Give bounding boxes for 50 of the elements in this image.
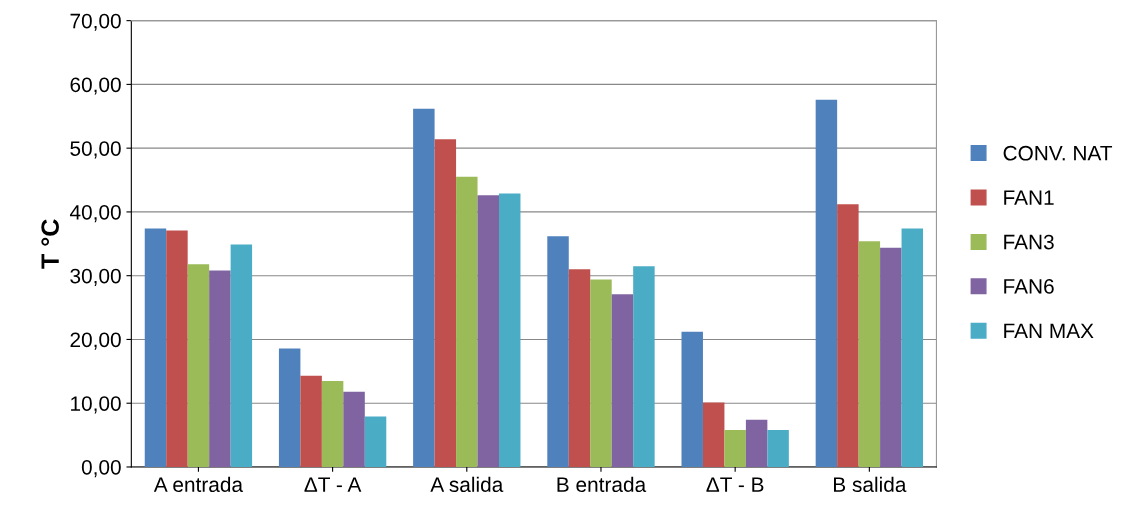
- bar: [611, 294, 634, 467]
- bar: [144, 228, 167, 467]
- bar: [343, 391, 365, 467]
- bar: [702, 402, 725, 467]
- legend-label: FAN MAX: [1004, 323, 1094, 339]
- bar: [364, 416, 387, 467]
- y-tick-label: 20,00: [70, 332, 121, 350]
- bar: [745, 419, 768, 467]
- bar: [321, 380, 344, 467]
- y-tick-label: 30,00: [70, 268, 121, 286]
- bar: [633, 266, 655, 467]
- bar: [681, 331, 703, 467]
- bar: [187, 264, 210, 467]
- bar: [767, 430, 789, 467]
- bar: [590, 279, 612, 467]
- bar: [815, 99, 838, 467]
- x-tick-label: A salida: [430, 476, 504, 492]
- y-tick-label: 0,00: [81, 459, 121, 478]
- x-tick-label: ΔT - A: [304, 477, 362, 492]
- bar: [880, 247, 902, 467]
- y-axis-title: T °C: [41, 219, 59, 269]
- legend-label: FAN6: [1004, 279, 1054, 294]
- bar: [568, 269, 591, 467]
- bar: [434, 139, 457, 467]
- legend-label: CONV. NAT: [1003, 145, 1113, 161]
- bar: [901, 228, 924, 467]
- legend-label: FAN3: [1004, 234, 1054, 250]
- bar: [837, 204, 859, 467]
- bar: [300, 375, 322, 467]
- x-tick-label: B entrada: [557, 476, 647, 492]
- bar: [456, 176, 478, 467]
- bar: [724, 430, 746, 467]
- bar: [413, 108, 435, 467]
- legend-label: FAN1: [1004, 190, 1054, 205]
- bar: [209, 270, 231, 467]
- bar: [499, 193, 521, 467]
- bar: [858, 241, 881, 467]
- x-tick-label: A entrada: [153, 476, 244, 492]
- bar: [477, 195, 499, 467]
- bar: [230, 244, 253, 467]
- bar: [166, 230, 188, 467]
- bar: [278, 348, 301, 467]
- x-tick-label: B salida: [834, 476, 907, 492]
- y-tick-label: 70,00: [70, 13, 121, 31]
- y-tick-label: 50,00: [70, 141, 121, 159]
- y-tick-label: 60,00: [70, 77, 121, 95]
- bar: [547, 236, 569, 467]
- x-tick-label: ΔT - B: [706, 477, 764, 492]
- y-tick-label: 40,00: [69, 204, 121, 223]
- y-tick-label: 10,00: [71, 396, 121, 414]
